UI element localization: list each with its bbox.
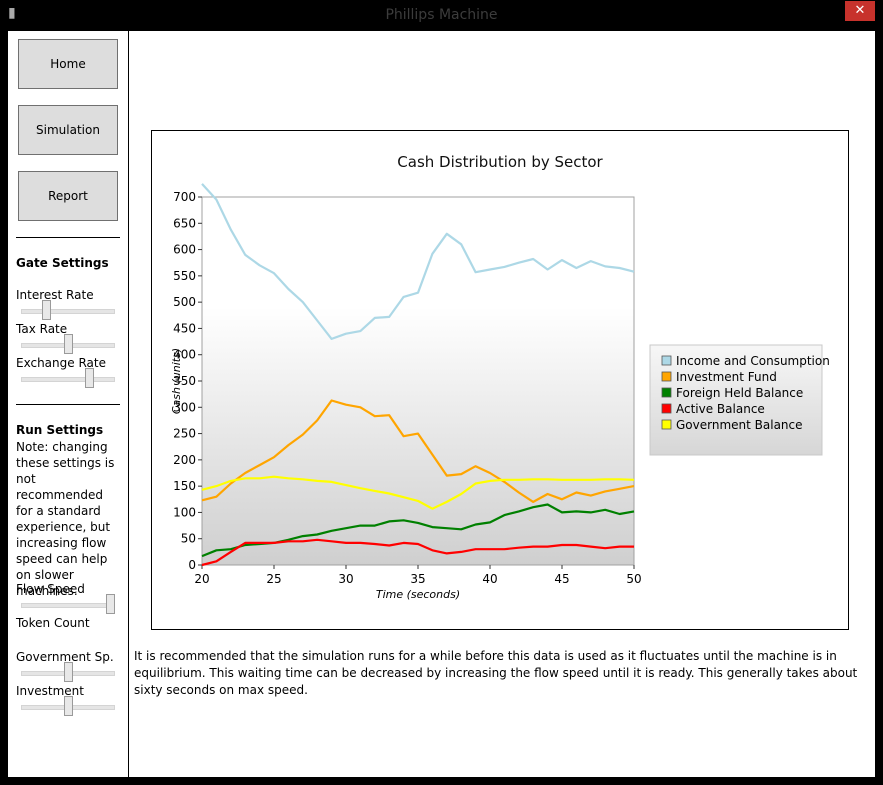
legend-swatch [661, 387, 672, 398]
run-settings-title: Run Settings [16, 423, 104, 437]
legend-label: Investment Fund [676, 370, 777, 384]
interest-rate-label: Interest Rate [16, 288, 94, 302]
series-line [201, 538, 634, 567]
x-tick-label: 25 [266, 572, 281, 586]
x-tick-label: 20 [194, 572, 209, 586]
slider-thumb[interactable] [63, 662, 73, 682]
series-line [201, 399, 635, 503]
y-tick-label: 400 [173, 348, 196, 362]
investment-label: Investment [16, 684, 84, 698]
tax-rate-slider[interactable] [21, 334, 115, 356]
x-tick-label: 50 [626, 572, 641, 586]
simulation-button[interactable]: Simulation [18, 105, 118, 155]
y-tick-label: 700 [173, 190, 196, 204]
government-spending-slider[interactable] [21, 662, 115, 684]
slider-thumb[interactable] [63, 334, 73, 354]
y-tick-label: 450 [173, 321, 196, 335]
chart-panel: Cash Distribution by Sector 0 50 100 150 200… [151, 130, 849, 630]
tax-rate-label: Tax Rate [16, 322, 68, 336]
slider-track [21, 603, 115, 608]
y-tick-label: 650 [173, 216, 196, 230]
x-tick-label: 30 [338, 572, 353, 586]
y-axis-label: Cash (units) [170, 348, 183, 414]
legend [649, 344, 823, 456]
y-tick-label: 200 [173, 453, 196, 467]
line-chart: 0 50 100 150 200 250 300 350 400 450 500 550 600 650 7… [170, 183, 830, 601]
slider-thumb[interactable] [42, 300, 52, 320]
y-tick-label: 350 [173, 374, 196, 388]
y-tick-label: 300 [173, 400, 196, 414]
investment-slider[interactable] [21, 696, 115, 718]
run-settings-note: Note: changing these settings is not rec… [16, 440, 115, 598]
series-line [201, 183, 635, 340]
token-count-label: Token Count [16, 616, 90, 630]
legend-swatch [661, 355, 672, 366]
legend-label: Government Balance [676, 418, 803, 432]
y-tick-label: 250 [173, 427, 196, 441]
close-button[interactable]: ✕ [845, 1, 875, 21]
app-icon: ▮ [8, 5, 16, 21]
x-tick-label: 40 [482, 572, 497, 586]
slider-thumb[interactable] [106, 594, 115, 614]
divider [16, 237, 120, 238]
y-tick-label: 550 [173, 269, 196, 283]
exchange-rate-label: Exchange Rate [16, 356, 106, 370]
exchange-rate-slider[interactable] [21, 368, 115, 390]
legend-label: Foreign Held Balance [676, 386, 803, 400]
government-spending-label: Government Sp. [16, 650, 114, 664]
legend-swatch [661, 419, 672, 430]
y-tick-label: 100 [173, 505, 196, 519]
home-button[interactable]: Home [18, 39, 118, 89]
interest-rate-slider[interactable] [21, 300, 115, 322]
info-text: It is recommended that the simulation ru… [134, 649, 858, 697]
client-area: Home Simulation Report Gate Settings Int… [8, 31, 875, 777]
plot-area [201, 196, 635, 566]
slider-thumb[interactable] [63, 696, 73, 716]
legend-label: Income and Consumption [676, 354, 830, 368]
slider-track [21, 377, 115, 382]
y-tick-label: 0 [188, 558, 196, 572]
title-bar: ▮ Phillips Machine ✕ [0, 0, 883, 31]
gate-settings-title: Gate Settings [16, 256, 109, 270]
legend-swatch [661, 403, 672, 414]
x-tick-label: 45 [554, 572, 569, 586]
y-tick-label: 500 [173, 295, 196, 309]
x-axis-label: Time (seconds) [376, 588, 460, 601]
chart-title: Cash Distribution by Sector [397, 153, 603, 171]
divider [16, 404, 120, 405]
legend-swatch [661, 371, 672, 382]
flow-speed-label: Flow Speed [16, 582, 85, 596]
report-button[interactable]: Report [18, 171, 118, 221]
y-tick-label: 50 [181, 532, 196, 546]
sidebar: Home Simulation Report Gate Settings Int… [8, 31, 129, 777]
y-tick-label: 150 [173, 479, 196, 493]
y-tick-label: 600 [173, 243, 196, 257]
flow-speed-slider[interactable] [21, 594, 115, 616]
x-tick-label: 35 [410, 572, 425, 586]
window-title: Phillips Machine [385, 7, 498, 23]
legend-label: Active Balance [676, 402, 765, 416]
slider-track [21, 309, 115, 314]
series-line [201, 475, 635, 510]
slider-thumb[interactable] [84, 368, 94, 388]
